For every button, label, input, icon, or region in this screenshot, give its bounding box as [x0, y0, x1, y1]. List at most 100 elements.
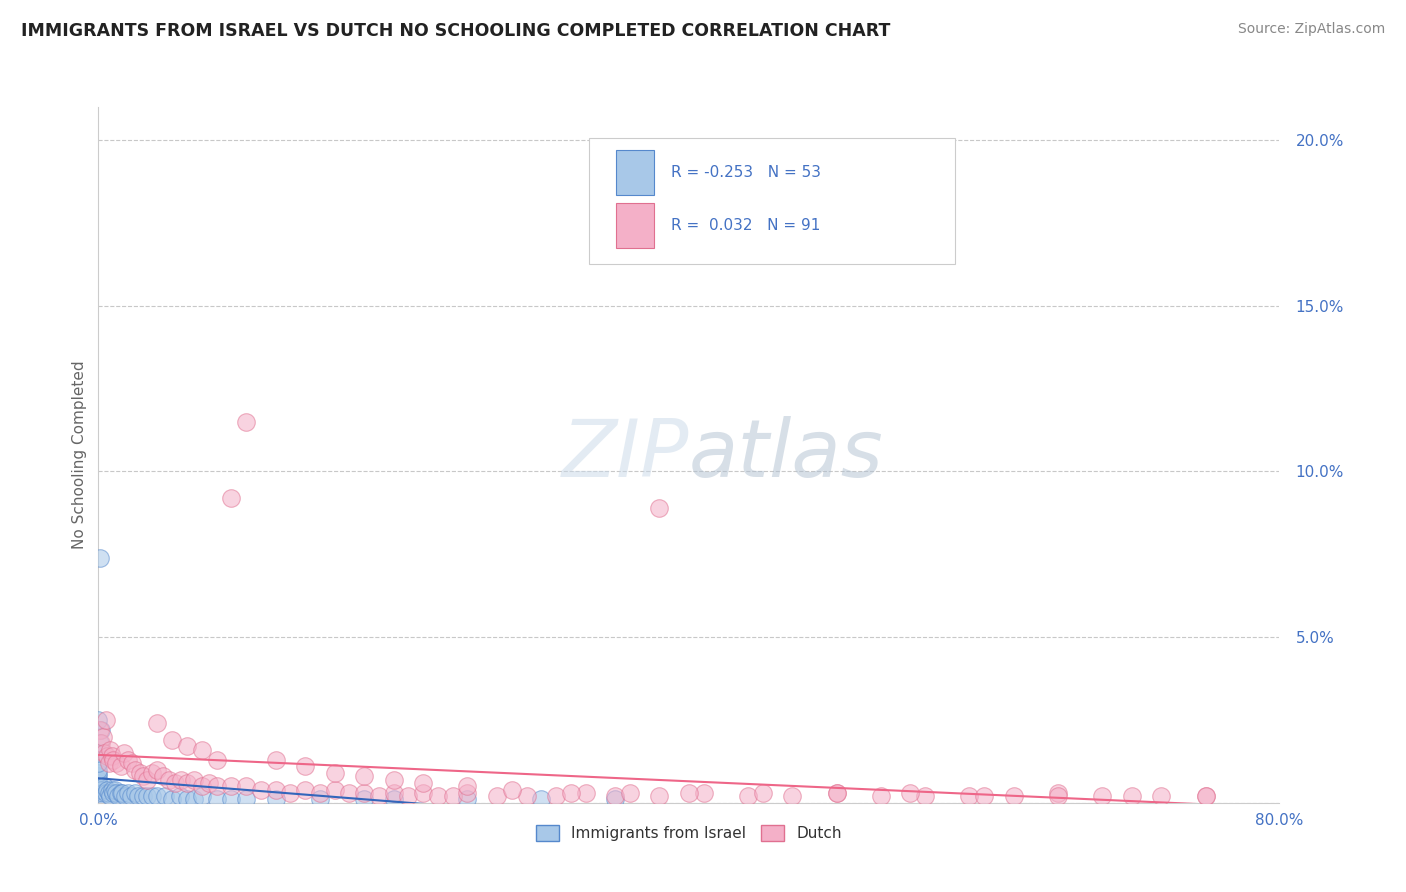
Bar — [616, 150, 654, 195]
Text: R = -0.253   N = 53: R = -0.253 N = 53 — [671, 165, 821, 180]
Point — [235, 779, 257, 793]
Point — [191, 743, 214, 757]
Point — [457, 786, 479, 800]
Point — [605, 789, 627, 804]
Point — [110, 786, 132, 800]
Point — [183, 792, 205, 806]
Point — [121, 756, 143, 770]
Point — [87, 746, 110, 760]
Point — [90, 736, 112, 750]
Point — [128, 766, 150, 780]
Point — [87, 756, 110, 770]
Point — [120, 789, 142, 804]
Point — [619, 786, 641, 800]
Point — [457, 792, 479, 806]
Point — [264, 792, 287, 806]
Point — [235, 415, 257, 429]
Point — [93, 779, 115, 793]
Point — [136, 772, 159, 787]
Point — [87, 772, 110, 787]
Point — [339, 786, 361, 800]
Text: Source: ZipAtlas.com: Source: ZipAtlas.com — [1237, 22, 1385, 37]
Point — [678, 786, 700, 800]
Point — [205, 779, 228, 793]
Point — [309, 792, 332, 806]
Point — [96, 782, 118, 797]
Point — [87, 779, 110, 793]
Point — [162, 792, 183, 806]
Point — [648, 500, 671, 515]
Point — [368, 789, 391, 804]
Point — [87, 776, 110, 790]
Point — [136, 789, 159, 804]
Point — [98, 743, 121, 757]
Point — [973, 789, 995, 804]
Point — [398, 789, 420, 804]
Point — [100, 782, 122, 797]
Point — [1121, 789, 1143, 804]
Point — [825, 786, 848, 800]
Point — [107, 789, 129, 804]
Point — [132, 789, 155, 804]
Point — [825, 786, 848, 800]
Point — [501, 782, 523, 797]
Point — [87, 769, 110, 783]
Point — [152, 769, 174, 783]
Point — [94, 786, 117, 800]
Point — [294, 782, 316, 797]
Point — [221, 779, 243, 793]
Point — [91, 786, 114, 800]
FancyBboxPatch shape — [589, 138, 955, 264]
Point — [141, 766, 163, 780]
Point — [382, 786, 405, 800]
Point — [165, 776, 187, 790]
Point — [87, 763, 110, 777]
Point — [176, 739, 198, 754]
Point — [737, 789, 759, 804]
Point — [124, 786, 146, 800]
Point — [648, 789, 671, 804]
Point — [105, 756, 128, 770]
Point — [441, 789, 464, 804]
Point — [1046, 786, 1070, 800]
Text: ZIP: ZIP — [561, 416, 689, 494]
Point — [191, 789, 214, 804]
Point — [96, 749, 118, 764]
Point — [146, 763, 169, 777]
Point — [146, 716, 169, 731]
Y-axis label: No Schooling Completed: No Schooling Completed — [72, 360, 87, 549]
Point — [87, 766, 110, 780]
Point — [412, 786, 434, 800]
Bar — [616, 203, 654, 248]
Point — [353, 786, 375, 800]
Point — [90, 723, 112, 737]
Point — [110, 759, 132, 773]
Point — [1150, 789, 1173, 804]
Point — [221, 792, 243, 806]
Point — [959, 789, 981, 804]
Point — [516, 789, 538, 804]
Point — [141, 789, 163, 804]
Point — [546, 789, 568, 804]
Point — [90, 782, 112, 797]
Point — [693, 786, 716, 800]
Point — [205, 753, 228, 767]
Point — [198, 776, 221, 790]
Point — [1195, 789, 1218, 804]
Point — [162, 732, 183, 747]
Point — [98, 789, 121, 804]
Point — [205, 792, 228, 806]
Point — [100, 749, 122, 764]
Point — [91, 730, 114, 744]
Point — [127, 789, 149, 804]
Point — [235, 792, 257, 806]
Point — [157, 772, 180, 787]
Point — [752, 786, 775, 800]
Point — [605, 792, 627, 806]
Point — [221, 491, 243, 505]
Point — [191, 779, 214, 793]
Point — [575, 786, 598, 800]
Point — [117, 786, 139, 800]
Legend: Immigrants from Israel, Dutch: Immigrants from Israel, Dutch — [530, 819, 848, 847]
Point — [111, 786, 134, 800]
